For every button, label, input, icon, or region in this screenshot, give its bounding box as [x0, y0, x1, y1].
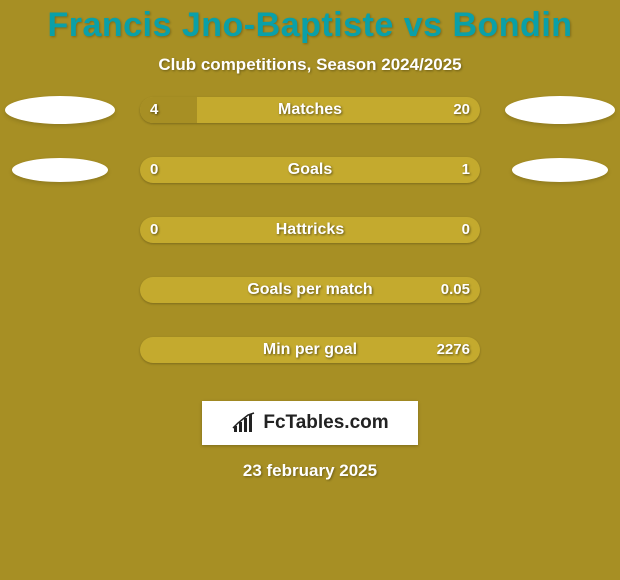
stat-bar: Goals0 1 — [140, 157, 480, 183]
stat-bar: Matches4 20 — [140, 97, 480, 123]
page-title: Francis Jno-Baptiste vs Bondin — [0, 0, 620, 45]
stat-value-left: 4 — [150, 97, 158, 123]
stat-bar: Min per goal2276 — [140, 337, 480, 363]
subtitle: Club competitions, Season 2024/2025 — [0, 55, 620, 75]
player-left-marker — [12, 158, 108, 182]
player-left-marker — [5, 96, 115, 124]
stat-label: Hattricks — [140, 217, 480, 243]
stat-label: Min per goal — [140, 337, 480, 363]
stat-value-right: 2276 — [437, 337, 470, 363]
stat-value-left: 0 — [150, 157, 158, 183]
stat-bar: Hattricks0 0 — [140, 217, 480, 243]
stat-value-right: 20 — [453, 97, 470, 123]
snapshot-date: 23 february 2025 — [0, 461, 620, 481]
stat-value-right: 0.05 — [441, 277, 470, 303]
stat-row: Hattricks0 0 — [0, 217, 620, 263]
comparison-infographic: Francis Jno-Baptiste vs Bondin Club comp… — [0, 0, 620, 580]
logo-box: FcTables.com — [202, 401, 418, 445]
logo-text: FcTables.com — [263, 412, 388, 434]
stat-value-right: 0 — [462, 217, 470, 243]
stat-row: Min per goal2276 — [0, 337, 620, 383]
stat-label: Goals — [140, 157, 480, 183]
stat-row: Goals per match0.05 — [0, 277, 620, 323]
stat-value-left: 0 — [150, 217, 158, 243]
stat-label: Goals per match — [140, 277, 480, 303]
player-right-marker — [512, 158, 608, 182]
stat-rows: Matches420Goals01Hattricks00Goals per ma… — [0, 97, 620, 383]
stat-bar: Goals per match0.05 — [140, 277, 480, 303]
stat-value-right: 1 — [462, 157, 470, 183]
stat-row: Goals0 1 — [0, 157, 620, 203]
barchart-icon — [231, 412, 257, 434]
stat-row: Matches4 20 — [0, 97, 620, 143]
stat-label: Matches — [140, 97, 480, 123]
player-right-marker — [505, 96, 615, 124]
